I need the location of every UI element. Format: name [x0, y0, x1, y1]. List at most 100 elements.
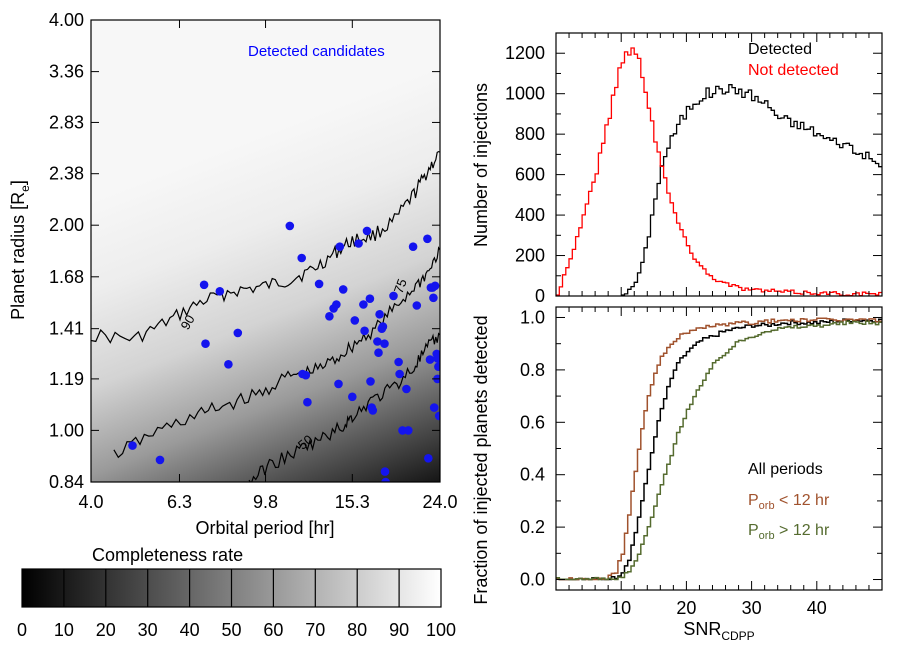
map-y-tick-label: 1.19 [49, 369, 84, 389]
legend-long-period: Porb > 12 hr [748, 522, 830, 542]
candidate-point [366, 377, 375, 386]
colorbar-tick-label: 80 [347, 620, 367, 640]
legend-long-period-main: P [748, 522, 759, 539]
candidate-point [334, 379, 343, 389]
colorbar-tick-label: 100 [426, 620, 456, 640]
legend-not-detected: Not detected [748, 62, 839, 79]
fraction-line-1 [556, 317, 882, 581]
candidate-point [285, 221, 295, 231]
candidate-point [368, 406, 378, 415]
fraction-x-tick-label: 40 [807, 598, 827, 618]
candidate-point [201, 339, 210, 349]
legend-short-period: Porb < 12 hr [748, 492, 830, 512]
map-y-tick-label: 3.36 [49, 62, 84, 82]
candidate-point [429, 293, 438, 303]
legend-all-periods: All periods [748, 461, 823, 478]
candidate-point [303, 397, 312, 407]
map-y-tick-label: 1.00 [49, 420, 84, 440]
candidate-point [394, 357, 403, 367]
fraction-y-tick-label: 0.0 [520, 570, 545, 590]
candidate-point [354, 239, 363, 248]
fraction-x-axis-title: SNRCDPP [683, 619, 754, 643]
map-y-tick-labels: 4.00 3.36 2.83 2.38 2.00 1.68 1.41 1.19 1.00 0.84 [49, 10, 84, 492]
colorbar-title: Completeness rate [92, 545, 243, 565]
colorbar-tick-label: 90 [389, 620, 409, 640]
contour-75 [113, 246, 440, 459]
legend-long-period-sub: orb [759, 530, 775, 542]
candidate-point [378, 322, 388, 331]
histogram-y-tick-label: 1000 [505, 84, 545, 104]
colorbar-tick-label: 10 [54, 620, 74, 640]
colorbar-tick-label: 60 [263, 620, 283, 640]
colorbar: Completeness rate 0 10 20 30 40 50 60 70 80 90 100 [17, 545, 456, 640]
map-y-tick-label: 1.68 [49, 267, 84, 287]
contour-label-90: 90 [177, 312, 197, 332]
contour-90 [91, 150, 440, 344]
colorbar-tick-label: 0 [17, 620, 27, 640]
candidate-point [365, 294, 375, 304]
histogram-y-tick-label: 600 [515, 165, 545, 185]
fraction-frame [555, 306, 883, 591]
candidate-point [430, 281, 440, 291]
fraction-y-tick-label: 0.2 [520, 517, 545, 537]
map-y-axis-title: Planet radius [Re] [8, 180, 32, 320]
candidate-point [233, 328, 243, 338]
map-y-tick-label: 0.84 [49, 472, 84, 492]
candidate-point [425, 355, 435, 364]
colorbar-tick-labels: 0 10 20 30 40 50 60 70 80 90 100 [17, 620, 456, 640]
histogram-y-tick-label: 200 [515, 246, 545, 266]
map-y-tick-label: 4.00 [49, 10, 84, 30]
legend-short-period-rest: < 12 hr [775, 492, 830, 509]
candidate-point [314, 279, 324, 289]
histogram-y-tick-label: 400 [515, 205, 545, 225]
map-y-tick-label: 2.00 [49, 215, 84, 235]
histogram-y-axis-title: Number of injections [471, 83, 491, 247]
fraction-line-2 [556, 320, 882, 581]
fraction-x-tick-label: 10 [611, 598, 631, 618]
candidate-point [155, 455, 165, 465]
map-legend-label: Detected candidates [248, 43, 385, 60]
candidate-point [412, 301, 422, 310]
map-y-tick-label: 2.38 [49, 164, 84, 184]
colorbar-tick-label: 30 [138, 620, 158, 640]
fraction-y-tick-label: 1.0 [520, 307, 545, 327]
candidate-point [199, 280, 209, 290]
histogram-frame [555, 32, 883, 297]
colorbar-tick-label: 40 [180, 620, 200, 640]
candidate-point [359, 300, 368, 309]
fraction-line-0 [556, 318, 882, 581]
colorbar-dividers [63, 569, 400, 607]
candidate-point [325, 312, 334, 321]
legend-long-period-rest: > 12 hr [775, 522, 830, 539]
candidate-point [434, 411, 440, 421]
candidate-point [224, 360, 233, 369]
candidate-point [373, 337, 382, 346]
candidate-point [380, 467, 390, 476]
histogram-y-tick-labels: 0 200 400 600 800 1000 1200 [505, 43, 545, 306]
map-x-tick-label: 15.3 [335, 492, 370, 512]
histogram-y-tick-label: 800 [515, 124, 545, 144]
map-x-tick-label: 9.8 [253, 492, 278, 512]
candidate-point [404, 426, 413, 435]
candidate-point [375, 310, 384, 319]
histogram-y-tick-label: 0 [535, 286, 545, 306]
fraction-x-tick-label: 20 [676, 598, 696, 618]
map-y-axis-title-main: Planet radius [R [8, 192, 28, 320]
candidate-point [389, 291, 398, 301]
fraction-x-axis-title-sub: CDPP [721, 629, 754, 643]
fraction-y-tick-label: 0.6 [520, 412, 545, 432]
candidate-point [429, 403, 439, 412]
legend-all-periods-main: All periods [748, 461, 823, 478]
candidate-point [380, 339, 389, 349]
candidate-point [335, 242, 345, 251]
fraction-series [556, 317, 882, 581]
map-y-axis-title-end: ] [8, 180, 28, 185]
candidate-point [395, 369, 404, 379]
legend-detected: Detected [748, 41, 812, 58]
candidate-point [297, 253, 307, 263]
candidate-point [360, 326, 369, 336]
candidate-point [433, 354, 440, 363]
legend-short-period-sub: orb [759, 500, 775, 512]
